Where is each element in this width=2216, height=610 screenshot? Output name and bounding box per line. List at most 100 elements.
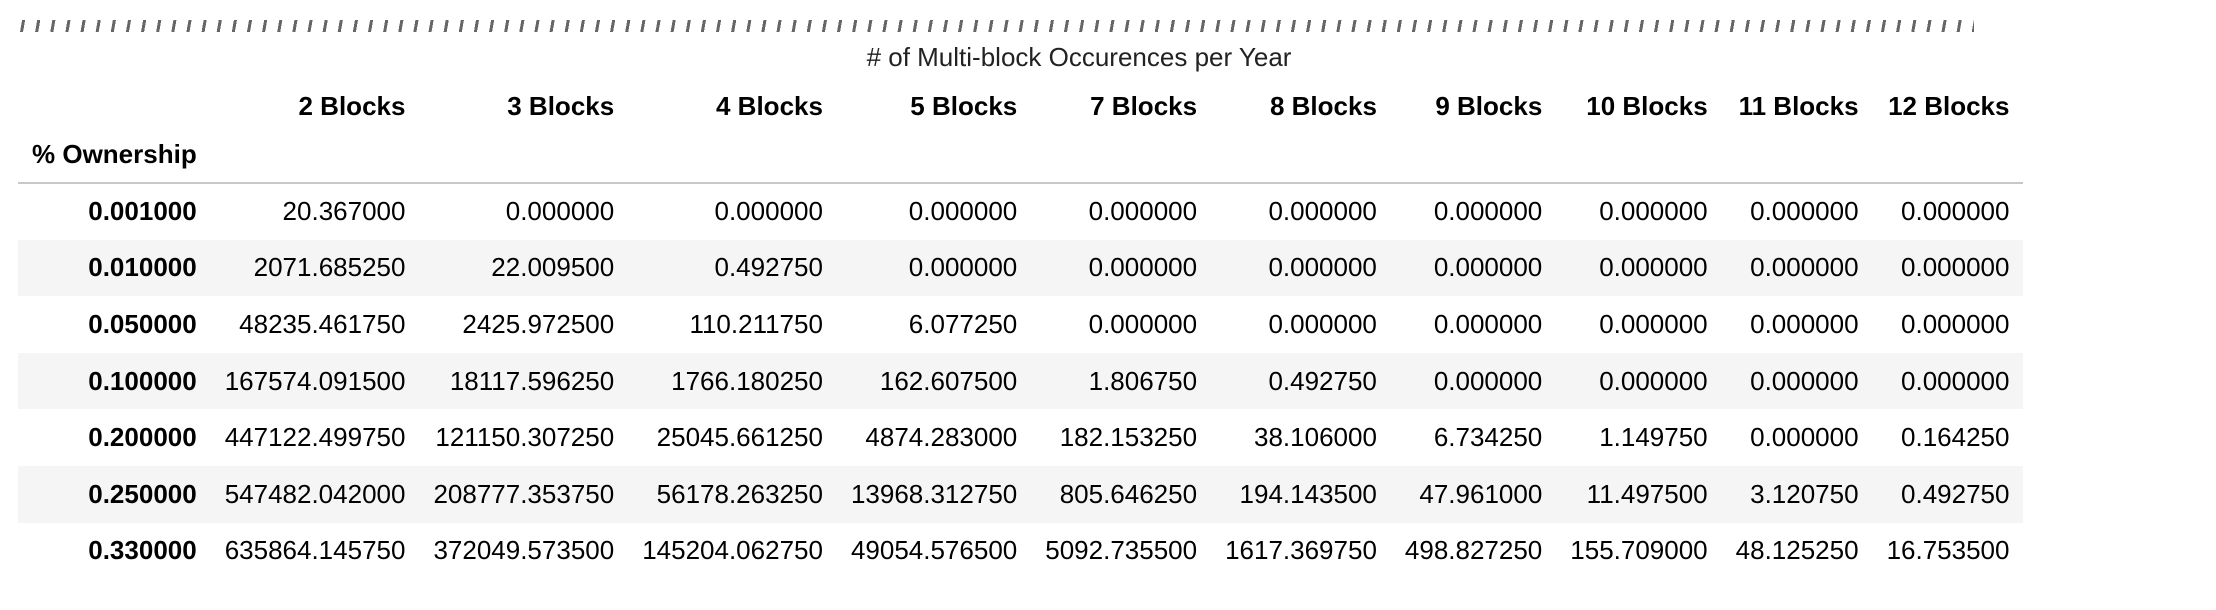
table-cell: 56178.263250 [656, 478, 823, 509]
row-index: 0.100000 [88, 365, 197, 396]
table-cell: 1.149750 [1599, 422, 1708, 453]
table-cell: 0.000000 [505, 196, 615, 227]
row-index: 0.250000 [88, 478, 197, 509]
table-cell: 16.753500 [1886, 535, 2010, 566]
table-cell: 0.000000 [1433, 308, 1543, 339]
row-index: 0.050000 [88, 308, 197, 339]
table-cell: 0.000000 [1268, 308, 1377, 339]
table-cell: 0.000000 [1599, 252, 1708, 283]
column-header: 2 Blocks [298, 90, 406, 121]
table-cell: 372049.573500 [433, 535, 615, 566]
table-cell: 0.000000 [714, 196, 823, 227]
table-cell: 0.492750 [714, 252, 823, 283]
corner-cell [18, 86, 211, 126]
table-cell: 0.000000 [1750, 365, 1859, 396]
table-cell: 0.492750 [1268, 365, 1377, 396]
table-cell: 155.709000 [1570, 535, 1708, 566]
table-cell: 6.734250 [1433, 422, 1543, 453]
table-cell: 0.000000 [1750, 252, 1859, 283]
table-row: 0.200000 447122.499750 121150.307250 250… [18, 409, 2023, 466]
row-index: 0.001000 [88, 196, 197, 227]
table-cell: 48.125250 [1735, 535, 1859, 566]
table-cell: 5092.735500 [1045, 535, 1198, 566]
row-index: 0.200000 [88, 422, 197, 453]
table-cell: 0.000000 [1750, 422, 1859, 453]
table-cell: 13968.312750 [850, 478, 1018, 509]
table-cell: 25045.661250 [656, 422, 823, 453]
table-cell: 194.143500 [1239, 478, 1377, 509]
table-cell: 0.000000 [908, 252, 1018, 283]
table-cell: 6.077250 [908, 308, 1018, 339]
table-cell: 0.164250 [1901, 422, 2010, 453]
table-cell: 22.009500 [491, 252, 615, 283]
table-cell: 0.000000 [1433, 196, 1543, 227]
table-cell: 0.000000 [1268, 196, 1377, 227]
table-cell: 0.000000 [1599, 308, 1708, 339]
table-cell: 4874.283000 [865, 422, 1018, 453]
table-cell: 0.000000 [908, 196, 1018, 227]
table-cell: 2425.972500 [462, 308, 615, 339]
table-cell: 0.000000 [1901, 196, 2010, 227]
table-cell: 0.000000 [1901, 365, 2010, 396]
table-cell: 0.000000 [1088, 196, 1198, 227]
table-cell: 0.000000 [1901, 308, 2010, 339]
table-cell: 20.367000 [282, 196, 406, 227]
column-header: 9 Blocks [1435, 90, 1543, 121]
column-header: 10 Blocks [1586, 90, 1708, 121]
table-cell: 547482.042000 [224, 478, 406, 509]
column-header: 12 Blocks [1888, 90, 2010, 121]
table-cell: 48235.461750 [239, 308, 406, 339]
table-cell: 805.646250 [1059, 478, 1198, 509]
table-cell: 145204.062750 [642, 535, 823, 566]
index-name-label: % Ownership [18, 126, 211, 184]
table-cell: 0.000000 [1433, 365, 1543, 396]
column-header: 8 Blocks [1269, 90, 1377, 121]
table-cell: 447122.499750 [224, 422, 406, 453]
column-header: 3 Blocks [507, 90, 615, 121]
column-header: 11 Blocks [1738, 90, 1859, 121]
table-cell: 0.000000 [1750, 196, 1859, 227]
table-cell: 167574.091500 [224, 365, 406, 396]
scroll-track-ticks [16, 20, 1974, 32]
table-cell: 47.961000 [1419, 478, 1543, 509]
table-cell: 0.000000 [1433, 252, 1543, 283]
table-cell: 0.000000 [1088, 308, 1198, 339]
table-cell: 162.607500 [879, 365, 1018, 396]
dataframe-table: 2 Blocks 3 Blocks 4 Blocks 5 Blocks 7 Bl… [18, 86, 2024, 580]
table-cell: 0.000000 [1268, 252, 1377, 283]
table-cell: 3.120750 [1750, 478, 1859, 509]
table-cell: 2071.685250 [253, 252, 406, 283]
table-cell: 208777.353750 [433, 478, 615, 509]
table-cell: 18117.596250 [449, 365, 615, 396]
table-row: 0.010000 2071.685250 22.009500 0.492750 … [18, 239, 2024, 297]
table-cell: 1617.369750 [1225, 535, 1377, 566]
table-cell: 0.000000 [1750, 308, 1859, 339]
table-row: 0.050000 48235.461750 2425.972500 110.21… [18, 296, 2023, 353]
table-cell: 0.000000 [1901, 252, 2010, 283]
table-row: 0.330000 635864.145750 372049.573500 145… [18, 523, 2023, 580]
table-cell: 0.000000 [1599, 365, 1708, 396]
table-cell: 0.000000 [1088, 252, 1198, 283]
column-header: 5 Blocks [910, 90, 1018, 121]
index-name-row: % Ownership [18, 126, 2024, 184]
table-cell: 110.211750 [689, 308, 823, 339]
column-header: 7 Blocks [1090, 90, 1198, 121]
table-row: 0.250000 547482.042000 208777.353750 561… [18, 465, 2024, 523]
table-cell: 121150.307250 [435, 422, 615, 453]
table-cell: 498.827250 [1404, 535, 1543, 566]
table-cell: 1766.180250 [671, 365, 823, 396]
table-cell: 635864.145750 [224, 535, 406, 566]
table-cell: 0.000000 [1599, 196, 1708, 227]
table-caption: # of Multi-block Occurences per Year [866, 42, 1292, 72]
column-header-row: 2 Blocks 3 Blocks 4 Blocks 5 Blocks 7 Bl… [18, 86, 2023, 126]
table-cell: 1.806750 [1088, 365, 1198, 396]
table-cell: 0.492750 [1901, 478, 2010, 509]
table-cell: 49054.576500 [850, 535, 1018, 566]
column-header: 4 Blocks [716, 90, 823, 121]
table-cell: 38.106000 [1254, 422, 1377, 453]
row-index: 0.010000 [88, 252, 197, 283]
table-row: 0.100000 167574.091500 18117.596250 1766… [18, 352, 2024, 410]
table-cell: 182.153250 [1059, 422, 1198, 453]
table-cell: 11.497500 [1586, 478, 1708, 509]
row-index: 0.330000 [88, 535, 197, 566]
